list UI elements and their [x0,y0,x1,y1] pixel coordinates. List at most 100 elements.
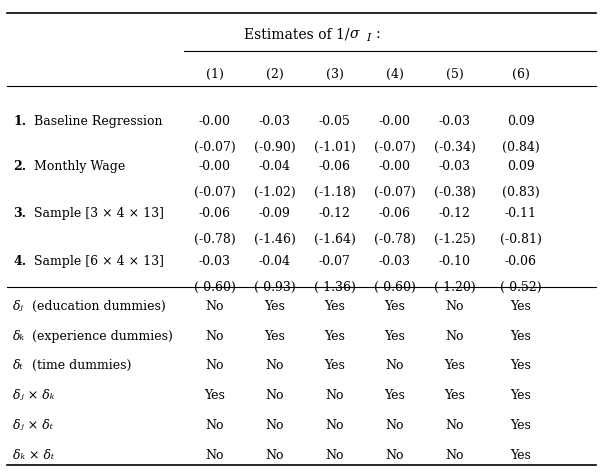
Text: Yes: Yes [510,419,531,432]
Text: (-1.36): (-1.36) [314,281,355,294]
Text: (-0.90): (-0.90) [254,141,295,154]
Text: σ: σ [350,28,359,41]
Text: δₜ: δₜ [13,359,24,372]
Text: δₖ: δₖ [13,330,25,342]
Text: No: No [385,419,404,432]
Text: -0.06: -0.06 [379,207,411,220]
Text: (5): (5) [446,68,464,81]
Text: (-0.07): (-0.07) [374,141,415,154]
Text: No: No [265,448,284,462]
Text: Yes: Yes [444,359,465,372]
Text: 0.09: 0.09 [507,115,534,128]
Text: (-0.78): (-0.78) [194,233,235,246]
Text: Yes: Yes [264,300,285,313]
Text: -0.03: -0.03 [438,160,470,172]
Text: -0.12: -0.12 [438,207,470,220]
Text: Baseline Regression: Baseline Regression [34,115,163,128]
Text: No: No [265,389,284,402]
Text: 4.: 4. [13,256,27,268]
Text: (-0.60): (-0.60) [374,281,415,294]
Text: Yes: Yes [264,330,285,342]
Text: -0.03: -0.03 [379,256,411,268]
Text: 1.: 1. [13,115,27,128]
Text: No: No [325,448,344,462]
Text: (-0.38): (-0.38) [434,186,476,199]
Text: Yes: Yes [510,359,531,372]
Text: (-1.25): (-1.25) [434,233,475,246]
Text: (3): (3) [326,68,344,81]
Text: No: No [445,448,464,462]
Text: (-0.07): (-0.07) [194,141,235,154]
Text: Yes: Yes [204,389,225,402]
Text: I: I [367,33,371,43]
Text: -0.07: -0.07 [318,256,350,268]
Text: Estimates of 1/: Estimates of 1/ [244,28,350,41]
Text: No: No [325,389,344,402]
Text: (6): (6) [511,68,529,81]
Text: -0.04: -0.04 [259,256,291,268]
Text: Yes: Yes [324,300,345,313]
Text: δⱼ × δₖ: δⱼ × δₖ [13,389,55,402]
Text: (-0.81): (-0.81) [500,233,541,246]
Text: No: No [205,300,224,313]
Text: Yes: Yes [384,389,405,402]
Text: Yes: Yes [510,389,531,402]
Text: 3.: 3. [13,207,27,220]
Text: (time dummies): (time dummies) [28,359,131,372]
Text: No: No [445,330,464,342]
Text: (0.83): (0.83) [502,186,540,199]
Text: Yes: Yes [324,330,345,342]
Text: (-1.64): (-1.64) [314,233,355,246]
Text: (-0.07): (-0.07) [194,186,235,199]
Text: (experience dummies): (experience dummies) [28,330,172,342]
Text: (-1.01): (-1.01) [314,141,355,154]
Text: -0.11: -0.11 [505,207,537,220]
Text: (-0.34): (-0.34) [434,141,476,154]
Text: No: No [325,419,344,432]
Text: -0.06: -0.06 [505,256,537,268]
Text: -0.00: -0.00 [379,160,411,172]
Text: -0.03: -0.03 [438,115,470,128]
Text: 0.09: 0.09 [507,160,534,172]
Text: -0.06: -0.06 [198,207,230,220]
Text: (2): (2) [265,68,283,81]
Text: No: No [205,359,224,372]
Text: -0.00: -0.00 [379,115,411,128]
Text: No: No [265,359,284,372]
Text: (-1.02): (-1.02) [254,186,295,199]
Text: δₖ × δₜ: δₖ × δₜ [13,448,54,462]
Text: Yes: Yes [384,300,405,313]
Text: -0.00: -0.00 [198,115,230,128]
Text: Sample [6 × 4 × 13]: Sample [6 × 4 × 13] [34,256,165,268]
Text: (-1.18): (-1.18) [314,186,355,199]
Text: δⱼ: δⱼ [13,300,24,313]
Text: -0.03: -0.03 [198,256,230,268]
Text: (-0.93): (-0.93) [254,281,295,294]
Text: (-1.46): (-1.46) [253,233,295,246]
Text: (-0.52): (-0.52) [500,281,541,294]
Text: -0.05: -0.05 [318,115,350,128]
Text: No: No [445,300,464,313]
Text: -0.03: -0.03 [259,115,291,128]
Text: -0.09: -0.09 [259,207,291,220]
Text: Yes: Yes [384,330,405,342]
Text: :: : [375,28,380,41]
Text: No: No [205,448,224,462]
Text: (-0.60): (-0.60) [194,281,235,294]
Text: -0.12: -0.12 [318,207,350,220]
Text: No: No [385,359,404,372]
Text: δⱼ × δₜ: δⱼ × δₜ [13,419,53,432]
Text: Sample [3 × 4 × 13]: Sample [3 × 4 × 13] [34,207,165,220]
Text: Yes: Yes [324,359,345,372]
Text: (-0.07): (-0.07) [374,186,415,199]
Text: Yes: Yes [510,448,531,462]
Text: -0.04: -0.04 [259,160,291,172]
Text: -0.00: -0.00 [198,160,230,172]
Text: (4): (4) [385,68,403,81]
Text: No: No [205,330,224,342]
Text: No: No [445,419,464,432]
Text: Yes: Yes [510,330,531,342]
Text: -0.06: -0.06 [318,160,350,172]
Text: (education dummies): (education dummies) [28,300,166,313]
Text: (0.84): (0.84) [502,141,540,154]
